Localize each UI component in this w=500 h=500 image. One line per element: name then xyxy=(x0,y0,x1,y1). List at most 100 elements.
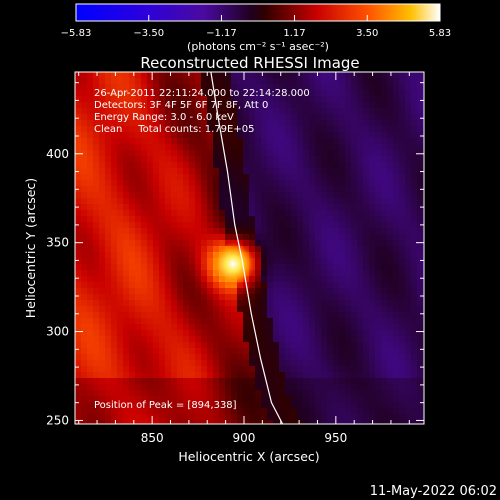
heatmap-cell xyxy=(165,312,172,319)
heatmap-cell xyxy=(225,132,232,139)
heatmap-cell xyxy=(183,126,190,133)
heatmap-cell xyxy=(279,384,286,391)
heatmap-cell xyxy=(171,108,178,115)
heatmap-cell xyxy=(363,390,370,397)
heatmap-cell xyxy=(345,348,352,355)
heatmap-cell xyxy=(273,102,280,109)
heatmap-cell xyxy=(369,366,376,373)
heatmap-cell xyxy=(207,150,214,157)
heatmap-cell xyxy=(411,192,418,199)
heatmap-cell xyxy=(135,228,142,235)
heatmap-cell xyxy=(333,282,340,289)
heatmap-cell xyxy=(123,384,130,391)
heatmap-cell xyxy=(165,396,172,403)
heatmap-cell xyxy=(291,204,298,211)
heatmap-cell xyxy=(291,234,298,241)
heatmap-cell xyxy=(417,72,424,79)
heatmap-cell xyxy=(369,216,376,223)
heatmap-cell xyxy=(159,324,166,331)
heatmap-cell xyxy=(135,150,142,157)
heatmap-cell xyxy=(381,138,388,145)
heatmap-cell xyxy=(165,258,172,265)
heatmap-cell xyxy=(201,228,208,235)
heatmap-cell xyxy=(339,396,346,403)
heatmap-cell xyxy=(411,408,418,415)
heatmap-cell xyxy=(189,90,196,97)
heatmap-cell xyxy=(153,300,160,307)
heatmap-cell xyxy=(297,72,304,79)
heatmap-cell xyxy=(117,294,124,301)
heatmap-cell xyxy=(309,150,316,157)
heatmap-cell xyxy=(147,312,154,319)
heatmap-cell xyxy=(411,204,418,211)
heatmap-cell xyxy=(207,138,214,145)
heatmap-cell xyxy=(285,132,292,139)
heatmap-cell xyxy=(201,144,208,151)
heatmap-cell xyxy=(105,318,112,325)
heatmap-cell xyxy=(183,264,190,271)
heatmap-cell xyxy=(273,222,280,229)
heatmap-cell xyxy=(303,132,310,139)
heatmap-cell xyxy=(333,408,340,415)
heatmap-cell xyxy=(327,96,334,103)
heatmap-cell xyxy=(255,252,262,259)
heatmap-cell xyxy=(315,228,322,235)
heatmap-cell xyxy=(357,120,364,127)
heatmap-cell xyxy=(339,246,346,253)
heatmap-cell xyxy=(243,168,250,175)
heatmap-cell xyxy=(225,366,232,373)
heatmap-cell xyxy=(339,366,346,373)
heatmap-cell xyxy=(117,108,124,115)
heatmap-cell xyxy=(213,174,220,181)
heatmap-cell xyxy=(189,312,196,319)
heatmap-cell xyxy=(375,114,382,121)
heatmap-cell xyxy=(135,378,142,385)
heatmap-cell xyxy=(369,264,376,271)
heatmap-cell xyxy=(141,132,148,139)
heatmap-cell xyxy=(189,78,196,85)
heatmap-cell xyxy=(165,366,172,373)
heatmap-cell xyxy=(363,246,370,253)
heatmap-cell xyxy=(135,102,142,109)
heatmap-cell xyxy=(315,138,322,145)
heatmap-cell xyxy=(93,126,100,133)
heatmap-cell xyxy=(297,150,304,157)
heatmap-cell xyxy=(183,288,190,295)
heatmap-cell xyxy=(315,402,322,409)
heatmap-cell xyxy=(135,414,142,421)
heatmap-cell xyxy=(105,78,112,85)
heatmap-cell xyxy=(111,300,118,307)
heatmap-cell xyxy=(279,294,286,301)
heatmap-cell xyxy=(285,324,292,331)
heatmap-cell xyxy=(327,366,334,373)
heatmap-cell xyxy=(303,408,310,415)
heatmap-cell xyxy=(237,132,244,139)
heatmap-cell xyxy=(351,198,358,205)
heatmap-cell xyxy=(369,78,376,85)
heatmap-cell xyxy=(405,114,412,121)
heatmap-cell xyxy=(129,222,136,229)
heatmap-cell xyxy=(339,318,346,325)
heatmap-cell xyxy=(417,270,424,277)
heatmap-cell xyxy=(225,96,232,103)
heatmap-cell xyxy=(171,384,178,391)
heatmap-cell xyxy=(315,150,322,157)
heatmap-cell xyxy=(327,390,334,397)
heatmap-cell xyxy=(393,420,400,424)
heatmap-cell xyxy=(297,96,304,103)
heatmap-cell xyxy=(291,114,298,121)
heatmap-cell xyxy=(195,138,202,145)
heatmap-cell xyxy=(267,282,274,289)
heatmap-cell xyxy=(123,144,130,151)
heatmap-cell xyxy=(111,168,118,175)
heatmap-cell xyxy=(177,252,184,259)
heatmap-cell xyxy=(147,264,154,271)
heatmap-cell xyxy=(381,408,388,415)
heatmap-cell xyxy=(81,150,88,157)
heatmap-cell xyxy=(129,234,136,241)
heatmap-cell xyxy=(129,384,136,391)
colorbar-tick-label: 3.50 xyxy=(356,28,378,39)
heatmap-cell xyxy=(177,318,184,325)
heatmap-cell xyxy=(405,372,412,379)
heatmap-cell xyxy=(309,336,316,343)
